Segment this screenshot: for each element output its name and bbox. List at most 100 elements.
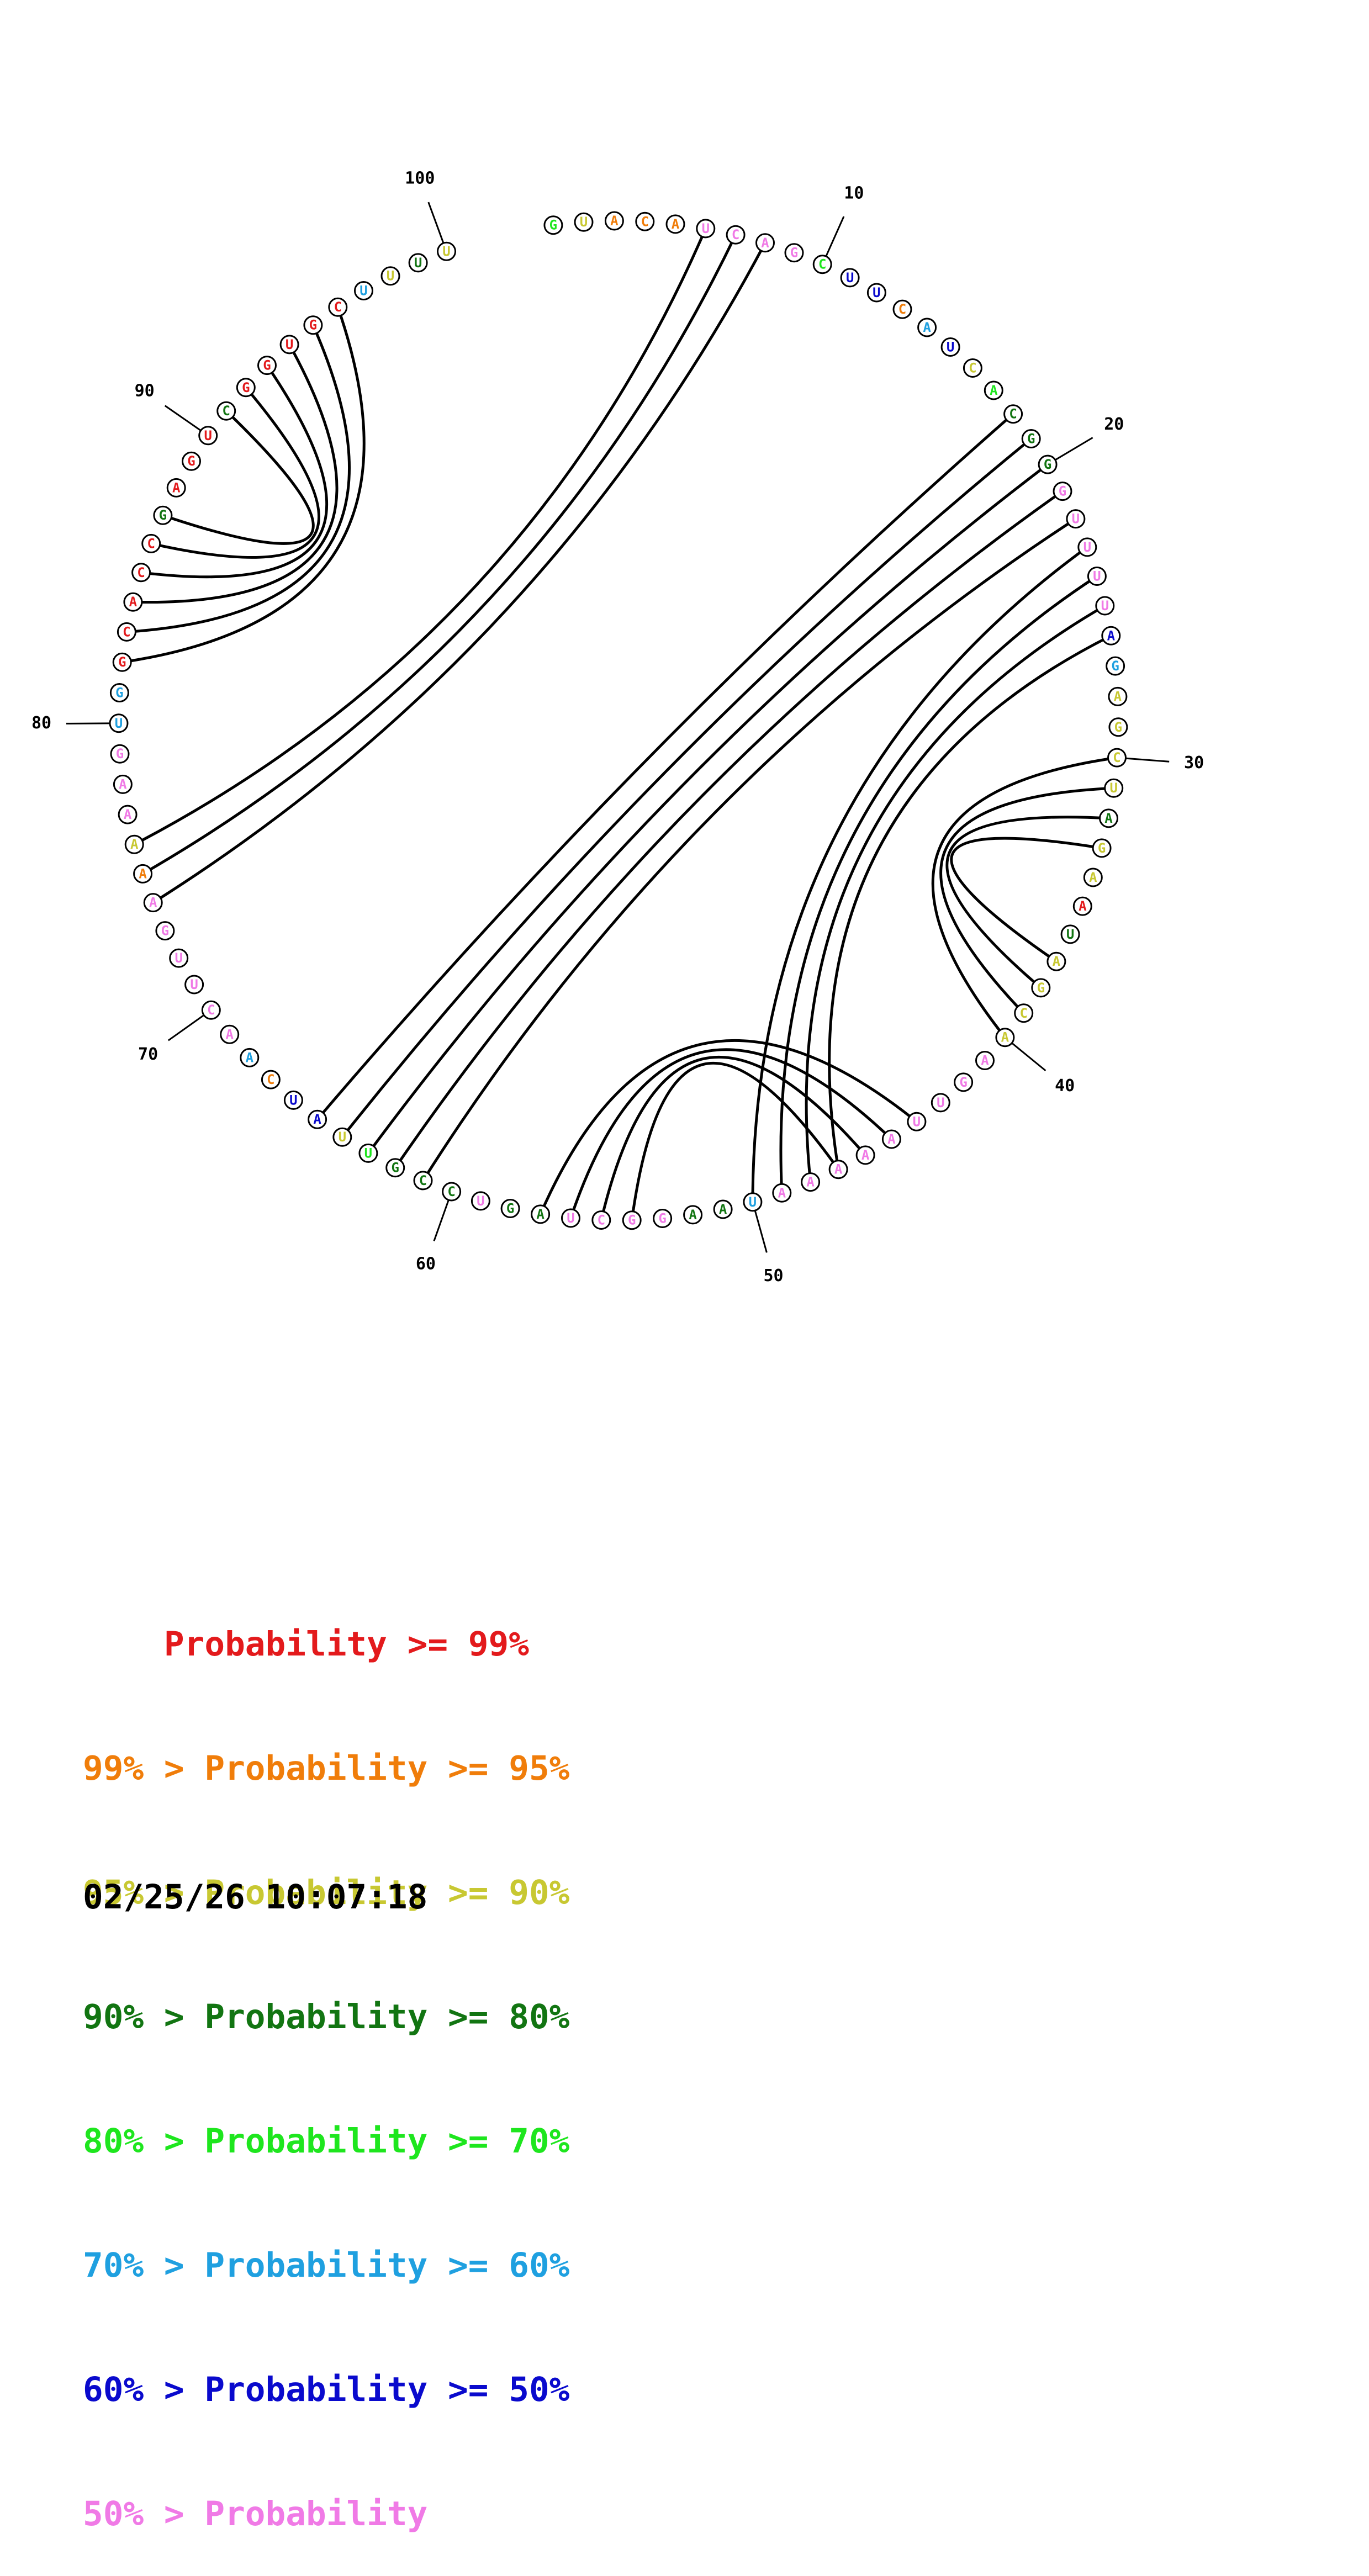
nucleotide-letter: A [1107,628,1116,643]
nucleotide: G [622,1210,642,1230]
nucleotide-circle [124,834,144,854]
nucleotide-letter: U [567,1210,574,1226]
nucleotide: A [1083,868,1103,887]
nucleotide: A [124,834,144,854]
nucleotide: A [881,1129,901,1149]
index-tick [1011,1042,1046,1072]
nucleotide: G [236,378,256,398]
nucleotide: U [109,713,129,733]
nucleotide-letter: U [477,1193,484,1209]
nucleotide-circle [118,805,138,824]
nucleotide-circle [308,1109,327,1129]
nucleotide-circle [283,1090,303,1110]
nucleotide: A [133,864,153,884]
nucleotide-letter: A [981,1053,989,1069]
index-tick [754,1210,768,1253]
nucleotide-circle [574,212,594,232]
nucleotide-letter: A [1079,898,1087,914]
nucleotide-letter: A [1089,870,1097,885]
nucleotide-letter: U [1109,780,1117,796]
nucleotide-letter: A [719,1202,727,1217]
nucleotide-circle [696,219,716,239]
nucleotide: U [437,241,456,261]
nucleotide-letter: C [1009,406,1017,422]
index-label: 40 [1055,1076,1075,1096]
nucleotide: A [531,1204,551,1224]
nucleotide-letter: G [1114,720,1122,735]
base-pair-arc [805,604,1106,1182]
index-label: 90 [135,381,155,400]
nucleotide-circle [784,243,804,263]
base-pair-arc [779,575,1098,1193]
nucleotide-letter: G [391,1160,399,1176]
nucleotide-letter: G [309,318,317,333]
nucleotide-letter: G [1059,484,1066,499]
nucleotide-letter: G [658,1211,666,1226]
nucleotide-ring: G U A C A U CAGCUUCAUCACGGGUUUUAGAGCUAGAAUAGCA… [109,211,1128,1230]
nucleotide-circle [1021,429,1041,448]
base-pair-arc [151,387,320,559]
nucleotide-circle [182,451,201,471]
nucleotide-letter: C [222,403,230,419]
nucleotide-letter: G [1044,457,1051,472]
nucleotide-circle [110,744,130,764]
legend-prefix: 70% > [83,2246,205,2285]
nucleotide-letter: U [913,1114,921,1129]
nucleotide: U [332,1127,352,1147]
nucleotide-letter: G [959,1075,967,1090]
index-label: 10 [844,183,864,203]
nucleotide-circle [437,241,456,261]
nucleotide: C [201,1000,221,1020]
nucleotide-circle [683,1205,703,1225]
nucleotide-letter: G [159,507,167,523]
nucleotide: G [1031,978,1051,998]
nucleotide: U [358,1143,378,1163]
nucleotide: C [1003,404,1023,424]
nucleotide-circle [169,948,189,968]
nucleotide: G [182,451,201,471]
nucleotide-letter: U [286,337,293,352]
nucleotide: G [110,744,130,764]
legend-label: Probability [204,2494,428,2533]
nucleotide-letter: U [115,716,123,731]
nucleotide: U [1087,567,1107,586]
nucleotide: A [118,805,138,824]
nucleotide-letter: C [732,227,739,242]
nucleotide: C [963,358,982,378]
nucleotide-letter: A [887,1131,896,1147]
legend-entry: 60% > Probability >= 50% [83,2369,569,2410]
nucleotide-circle [1031,978,1051,998]
nucleotide-letter: G [1027,431,1035,447]
nucleotide-circle [755,233,775,253]
nucleotide: C [328,297,348,317]
nucleotide-letter: C [598,1213,605,1228]
nucleotide: G [784,243,804,263]
nucleotide-letter: U [204,428,212,443]
nucleotide-circle [531,1204,551,1224]
nucleotide: A [220,1024,240,1044]
nucleotide-circle [113,774,133,794]
base-pair-arcs [121,228,1117,1221]
base-pair-arc [539,1039,918,1215]
base-pair-arc [133,343,339,604]
nucleotide-letter: G [628,1213,636,1228]
nucleotide: G [954,1072,974,1092]
index-label: 80 [31,713,51,733]
nucleotide-circle [442,1182,462,1202]
nucleotide-circle [812,255,832,274]
nucleotide-circle [328,297,348,317]
nucleotide: U [283,1090,303,1110]
nucleotide-circle [1092,838,1112,858]
nucleotide-letter: C [818,257,826,272]
nucleotide: U [1066,509,1086,529]
nucleotide: U [907,1112,927,1131]
nucleotide: G [1106,656,1125,676]
nucleotide-circle [236,378,256,398]
nucleotide-circle [855,1145,875,1165]
nucleotide-circle [303,315,323,335]
nucleotide-letter: A [225,1027,234,1042]
nucleotide-circle [1014,1003,1034,1023]
legend-entry: 70% > Probability >= 60% [83,2245,569,2286]
nucleotide: G [109,683,129,702]
nucleotide-letter: A [1104,811,1113,826]
